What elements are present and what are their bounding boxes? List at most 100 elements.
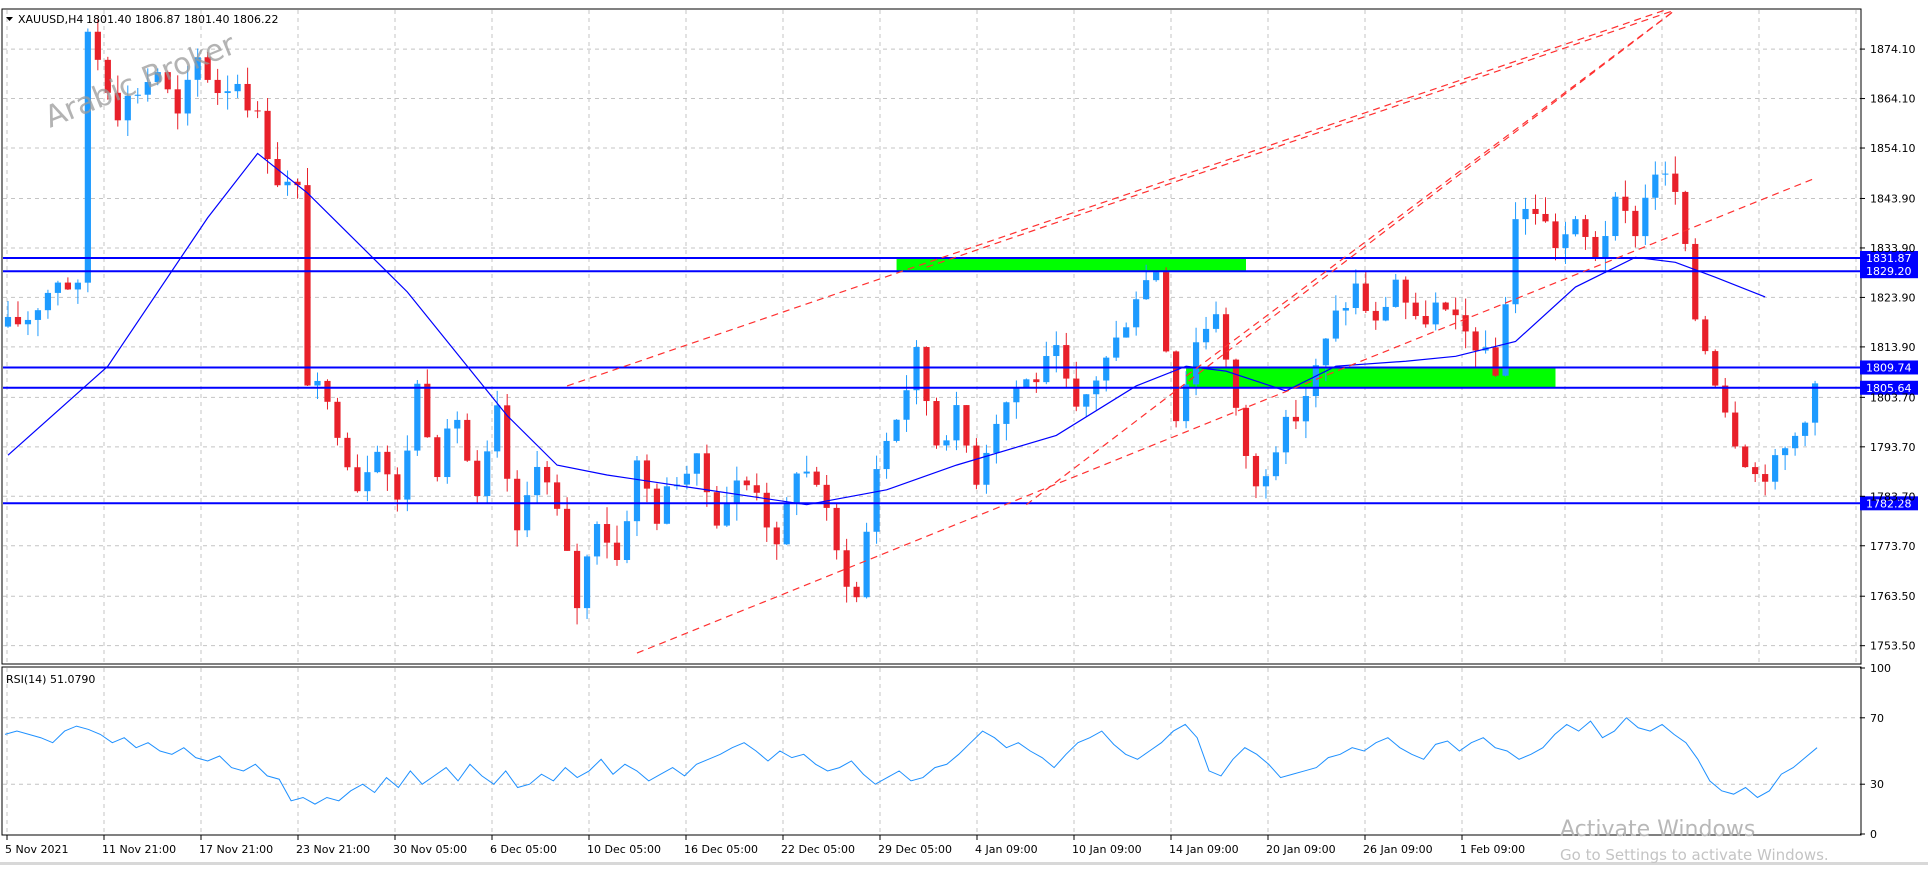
candle-body xyxy=(823,484,830,508)
candle-body xyxy=(743,480,750,486)
y-tick-label: 1783.70 xyxy=(1870,490,1916,503)
candle-body xyxy=(1682,191,1689,244)
candle-body xyxy=(703,453,710,493)
candle-body xyxy=(364,472,371,492)
candle-body xyxy=(504,405,511,479)
candle-body xyxy=(903,390,910,420)
candle-body xyxy=(1602,236,1609,258)
x-tick-label: 6 Dec 05:00 xyxy=(490,843,557,856)
y-tick-label: 1773.70 xyxy=(1870,540,1916,553)
candle-body xyxy=(1462,315,1469,332)
candle-body xyxy=(603,524,611,543)
x-tick-label: 10 Dec 05:00 xyxy=(587,843,661,856)
candle-body xyxy=(973,445,980,485)
level-price-tag xyxy=(1860,360,1918,375)
trendline[interactable] xyxy=(1025,9,1676,506)
candle-body xyxy=(1202,328,1210,343)
candle-body xyxy=(1592,236,1599,258)
candle-body xyxy=(334,401,341,438)
candle-body xyxy=(194,57,201,80)
candle-body xyxy=(94,31,101,60)
candle-body xyxy=(314,380,321,386)
candle-body xyxy=(1013,387,1020,403)
activate-windows-subtitle: Go to Settings to activate Windows. xyxy=(1560,846,1829,864)
dropdown-triangle-icon[interactable] xyxy=(6,17,13,21)
candle-body xyxy=(1302,396,1309,422)
candle-body xyxy=(204,57,211,80)
candle-body xyxy=(1103,357,1110,381)
candle-body xyxy=(1292,416,1300,422)
candle-body xyxy=(164,72,171,90)
x-tick-label: 5 Nov 2021 xyxy=(5,843,68,856)
candle-body xyxy=(563,508,571,551)
candle-body xyxy=(1552,221,1559,249)
candle-body xyxy=(214,79,221,94)
candle-body xyxy=(554,482,561,509)
candle-body xyxy=(933,401,940,446)
candle-body xyxy=(1372,310,1379,321)
candle-body xyxy=(943,440,950,446)
level-price-tag xyxy=(1860,250,1918,265)
candle-body xyxy=(1742,446,1749,468)
candle-body xyxy=(1782,448,1789,456)
candle-body xyxy=(44,292,52,311)
candle-body xyxy=(1063,345,1070,379)
candle-body xyxy=(623,521,631,560)
candle-body xyxy=(1352,283,1359,309)
candle-body xyxy=(1512,219,1519,305)
candle-body xyxy=(1133,299,1140,328)
candle-body xyxy=(24,319,32,325)
candle-body xyxy=(753,485,760,493)
candle-body xyxy=(414,383,421,451)
candle-body xyxy=(1402,279,1409,303)
trendlines[interactable] xyxy=(566,9,1816,654)
trendline[interactable] xyxy=(566,9,1666,387)
candle-body xyxy=(14,316,22,325)
candle-body xyxy=(1642,197,1649,237)
level-price-tag xyxy=(1860,264,1918,279)
candle-body xyxy=(494,405,501,452)
rsi-indicator-label: RSI(14) 51.0790 xyxy=(6,673,95,686)
level-price-tag xyxy=(1860,496,1918,511)
candle-body xyxy=(1492,347,1499,376)
candle-body xyxy=(863,531,870,598)
candle-body xyxy=(593,524,601,557)
candle-body xyxy=(1702,319,1709,352)
candle-body xyxy=(244,83,251,111)
candle-body xyxy=(913,347,920,391)
candle-body xyxy=(643,460,651,489)
candle-body xyxy=(544,466,551,483)
candle-body xyxy=(1811,383,1819,423)
candle-body xyxy=(1073,378,1080,407)
candle-body xyxy=(534,466,541,496)
candle-body xyxy=(274,159,281,186)
candle-body xyxy=(1762,474,1769,482)
candle-body xyxy=(923,347,930,402)
candle-body xyxy=(344,437,351,468)
candle-body xyxy=(394,474,401,500)
y-tick-label: 1833.90 xyxy=(1870,242,1916,255)
candle-body xyxy=(833,507,840,551)
candle-body xyxy=(853,586,860,598)
moving-average-line xyxy=(7,152,1766,506)
candle-body xyxy=(1412,302,1419,317)
x-tick-label: 20 Jan 09:00 xyxy=(1266,843,1336,856)
level-price-label: 1831.87 xyxy=(1866,252,1912,265)
candle-body xyxy=(1023,379,1030,388)
candle-body xyxy=(733,480,740,504)
trendline[interactable] xyxy=(636,177,1816,654)
candle-body xyxy=(1472,331,1479,351)
symbol-header: XAUUSD,H4 1801.40 1806.87 1801.40 1806.2… xyxy=(6,13,278,26)
y-tick-label: 1763.50 xyxy=(1870,590,1916,603)
trendline[interactable] xyxy=(1185,9,1676,377)
x-tick-label: 23 Nov 21:00 xyxy=(296,843,370,856)
candle-body xyxy=(1312,365,1319,397)
candle-body xyxy=(524,495,531,531)
candle-body xyxy=(224,91,231,94)
y-tick-label: 1803.70 xyxy=(1870,391,1916,404)
y-tick-label: 1874.10 xyxy=(1870,43,1916,56)
candle-body xyxy=(514,478,521,531)
